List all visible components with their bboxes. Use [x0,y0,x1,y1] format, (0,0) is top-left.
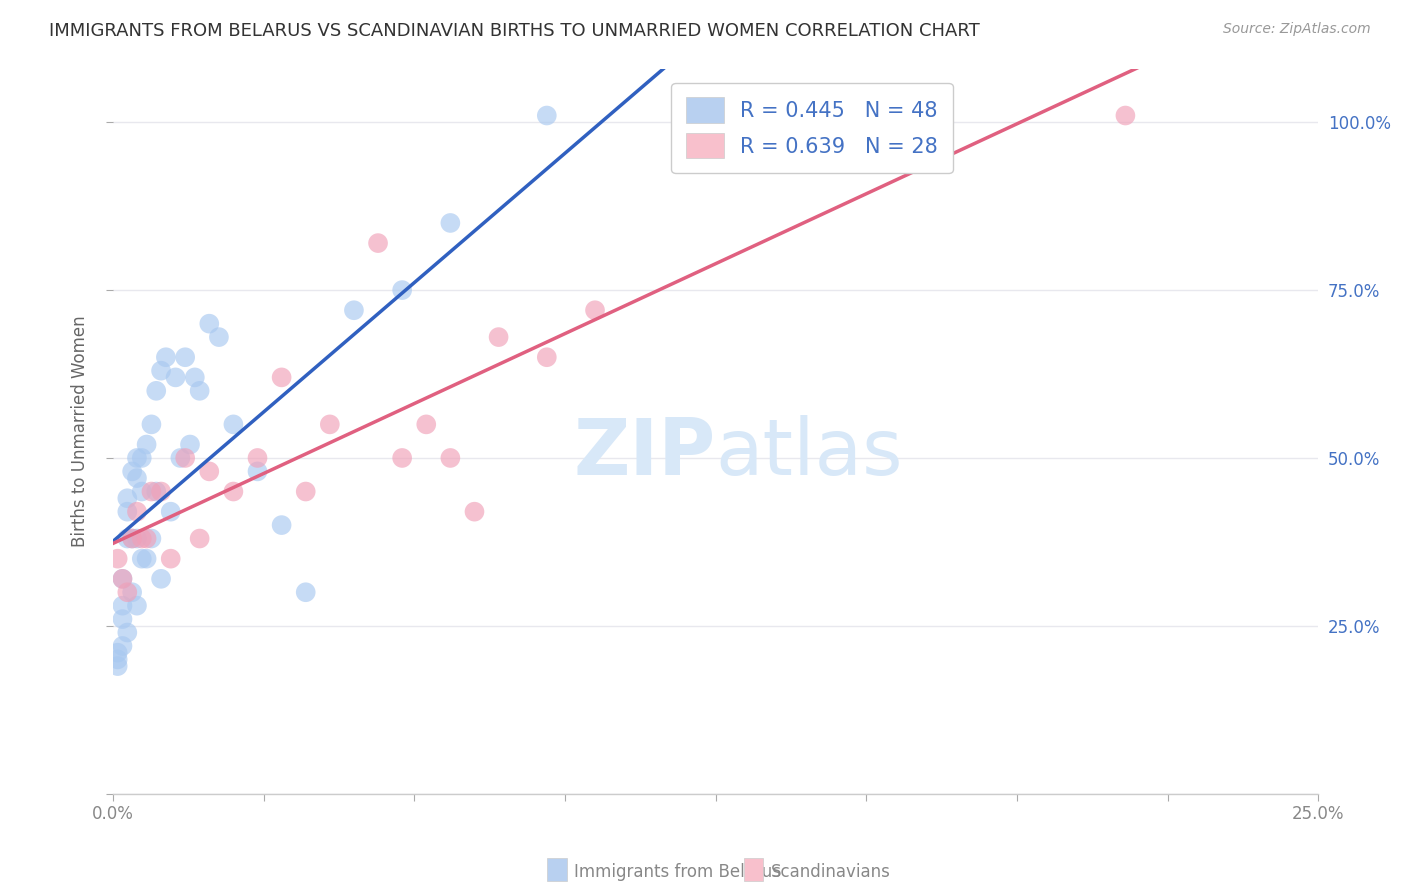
Point [391,450,413,465]
Text: Scandinavians: Scandinavians [770,863,890,881]
Point [125,471,148,485]
Point [208,330,231,344]
Text: atlas: atlas [716,415,903,491]
Point [415,417,437,432]
Point [150,572,173,586]
Point [270,370,292,384]
Point [145,384,167,398]
Point [131,532,153,546]
Point [150,484,173,499]
Point [294,585,316,599]
Point [174,450,197,465]
Point [117,585,139,599]
Y-axis label: Births to Unmarried Women: Births to Unmarried Women [72,315,89,547]
Point [188,532,211,546]
Text: ZIP: ZIP [574,415,716,491]
Point [117,505,139,519]
Point [1114,109,1136,123]
Point [270,518,292,533]
Point [141,417,163,432]
Point [125,599,148,613]
Text: Source: ZipAtlas.com: Source: ZipAtlas.com [1223,22,1371,37]
Point [246,464,269,478]
Point [111,612,134,626]
Point [198,464,221,478]
Point [222,417,245,432]
Point [107,646,129,660]
Point [121,464,143,478]
Point [125,532,148,546]
Point [681,109,703,123]
Point [536,350,558,364]
Point [343,303,366,318]
Point [155,350,177,364]
Point [488,330,510,344]
Point [536,109,558,123]
Point [141,532,163,546]
Point [131,450,153,465]
Point [150,364,173,378]
Point [198,317,221,331]
Point [107,652,129,666]
Point [165,370,187,384]
Point [121,532,143,546]
Point [222,484,245,499]
Point [169,450,191,465]
Point [117,532,139,546]
Point [135,532,157,546]
Point [319,417,342,432]
Point [179,437,201,451]
Point [107,551,129,566]
Point [145,484,167,499]
Point [141,484,163,499]
Point [111,572,134,586]
Point [117,625,139,640]
Point [439,450,461,465]
Point [131,484,153,499]
Point [135,551,157,566]
Point [159,505,181,519]
Point [246,450,269,465]
Point [125,450,148,465]
Point [188,384,211,398]
Point [117,491,139,506]
Point [121,585,143,599]
Point [463,505,485,519]
Point [174,350,197,364]
Point [583,303,606,318]
Text: IMMIGRANTS FROM BELARUS VS SCANDINAVIAN BIRTHS TO UNMARRIED WOMEN CORRELATION CH: IMMIGRANTS FROM BELARUS VS SCANDINAVIAN … [49,22,980,40]
Point [111,639,134,653]
Point [825,109,848,123]
Point [125,505,148,519]
Point [135,437,157,451]
Point [121,532,143,546]
Point [294,484,316,499]
Point [111,572,134,586]
Text: Immigrants from Belarus: Immigrants from Belarus [574,863,780,881]
Legend: R = 0.445   N = 48, R = 0.639   N = 28: R = 0.445 N = 48, R = 0.639 N = 28 [672,83,952,173]
Point [107,659,129,673]
Point [439,216,461,230]
Point [131,551,153,566]
Point [111,599,134,613]
Point [159,551,181,566]
Point [391,283,413,297]
Point [367,236,389,251]
Point [184,370,207,384]
